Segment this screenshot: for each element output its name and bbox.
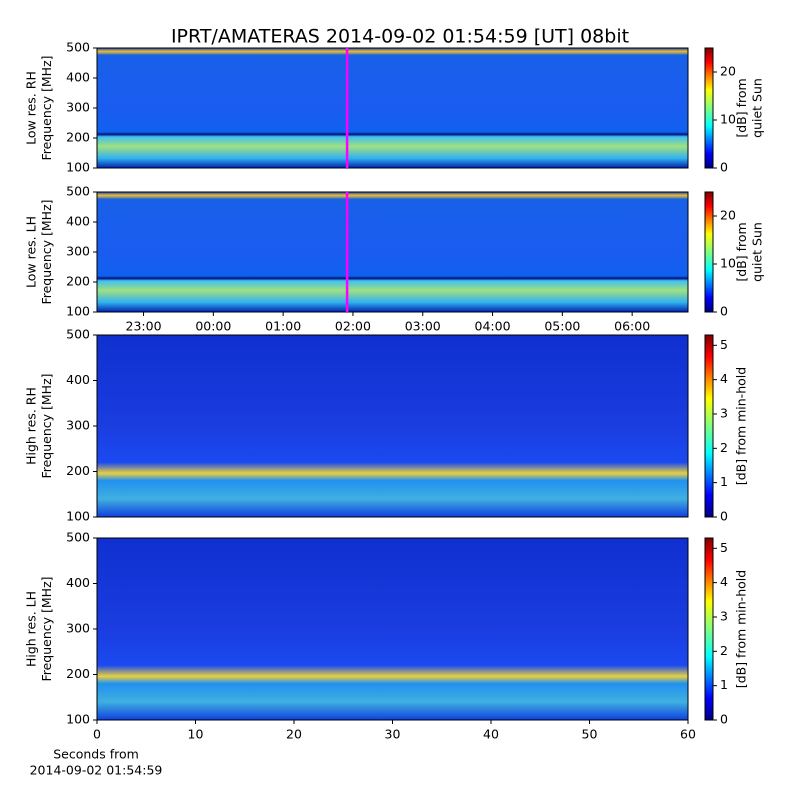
x-tick-label: 40: [483, 727, 499, 742]
y-tick-label: 100: [66, 509, 90, 524]
colorbar-label: [dB] from: [734, 222, 749, 281]
colorbar-tick-label: 0: [720, 509, 728, 524]
y-axis-label: Low res. RH: [24, 71, 39, 145]
y-tick-label: 500: [66, 530, 90, 545]
spectrogram: [97, 192, 688, 312]
colorbar-tick-label: 1: [720, 677, 728, 692]
colorbar-tick-label: 4: [720, 574, 728, 589]
x-axis-label: 2014-09-02 01:54:59: [30, 763, 163, 778]
x-tick-label: 60: [680, 727, 696, 742]
y-axis-label: High res. LH: [24, 591, 39, 667]
colorbar-label: [dB] from min-hold: [734, 367, 749, 485]
y-tick-label: 200: [66, 666, 90, 681]
y-axis-label: Low res. LH: [24, 216, 39, 288]
colorbar-tick-label: 0: [720, 304, 728, 319]
x-tick-label: 03:00: [405, 319, 441, 334]
x-axis-label: Seconds from: [53, 747, 139, 762]
y-tick-label: 400: [66, 214, 90, 229]
colorbar-tick-label: 3: [720, 405, 728, 420]
colorbar-tick-label: 4: [720, 371, 728, 386]
y-axis-label: Frequency [MHz]: [39, 55, 54, 160]
x-tick-label: 06:00: [614, 319, 650, 334]
colorbar: [704, 537, 714, 721]
y-tick-label: 400: [66, 575, 90, 590]
x-tick-label: 0: [93, 727, 101, 742]
y-tick-label: 500: [66, 184, 90, 199]
colorbar: [704, 191, 714, 313]
y-tick-label: 100: [66, 160, 90, 175]
colorbar-tick-label: 5: [720, 540, 728, 555]
spectrogram: [97, 335, 688, 517]
x-tick-label: 23:00: [126, 319, 162, 334]
y-tick-label: 300: [66, 100, 90, 115]
y-tick-label: 100: [66, 712, 90, 727]
y-tick-label: 300: [66, 418, 90, 433]
colorbar: [704, 334, 714, 518]
y-tick-label: 200: [66, 130, 90, 145]
y-axis-label: Frequency [MHz]: [39, 373, 54, 478]
y-tick-label: 300: [66, 621, 90, 636]
colorbar-label: [dB] from min-hold: [734, 570, 749, 688]
colorbar-tick-label: 10: [720, 256, 736, 271]
colorbar-tick-label: 2: [720, 643, 728, 658]
y-tick-label: 500: [66, 327, 90, 342]
y-axis-label: Frequency [MHz]: [39, 199, 54, 304]
colorbar-label: quiet Sun: [749, 222, 764, 282]
spectrogram: [97, 48, 688, 168]
colorbar-tick-label: 0: [720, 160, 728, 175]
colorbar-tick-label: 10: [720, 112, 736, 127]
colorbar-tick-label: 1: [720, 474, 728, 489]
x-tick-label: 04:00: [475, 319, 511, 334]
y-tick-label: 100: [66, 304, 90, 319]
colorbar-tick-label: 0: [720, 712, 728, 727]
colorbar-label: quiet Sun: [749, 78, 764, 138]
x-tick-label: 50: [582, 727, 598, 742]
x-tick-label: 30: [385, 727, 401, 742]
colorbar-tick-label: 20: [720, 208, 736, 223]
y-axis-label: Frequency [MHz]: [39, 576, 54, 681]
y-tick-label: 400: [66, 372, 90, 387]
colorbar: [704, 47, 714, 169]
colorbar-tick-label: 5: [720, 337, 728, 352]
x-tick-label: 10: [188, 727, 204, 742]
y-axis-label: High res. RH: [24, 387, 39, 465]
y-tick-label: 200: [66, 463, 90, 478]
y-tick-label: 300: [66, 244, 90, 259]
colorbar-label: [dB] from: [734, 78, 749, 137]
colorbar-tick-label: 20: [720, 64, 736, 79]
y-tick-label: 500: [66, 40, 90, 55]
figure-title: IPRT/AMATERAS 2014-09-02 01:54:59 [UT] 0…: [171, 26, 629, 48]
y-tick-label: 200: [66, 274, 90, 289]
x-tick-label: 20: [286, 727, 302, 742]
x-tick-label: 05:00: [544, 319, 580, 334]
y-tick-label: 400: [66, 70, 90, 85]
spectrogram: [97, 538, 688, 720]
colorbar-tick-label: 3: [720, 608, 728, 623]
x-tick-label: 00:00: [195, 319, 231, 334]
colorbar-tick-label: 2: [720, 440, 728, 455]
x-tick-label: 02:00: [335, 319, 371, 334]
x-tick-label: 01:00: [265, 319, 301, 334]
